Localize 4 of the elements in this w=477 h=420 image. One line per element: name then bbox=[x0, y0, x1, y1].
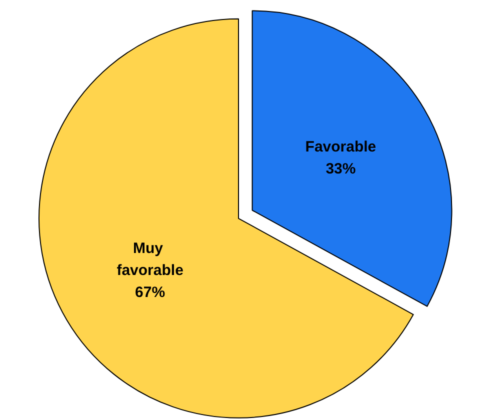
data-label: 67% bbox=[135, 284, 166, 302]
data-label: 33% bbox=[326, 160, 356, 178]
slice-label: Favorable bbox=[305, 138, 376, 156]
slice-label: Muy favorable bbox=[116, 240, 184, 280]
